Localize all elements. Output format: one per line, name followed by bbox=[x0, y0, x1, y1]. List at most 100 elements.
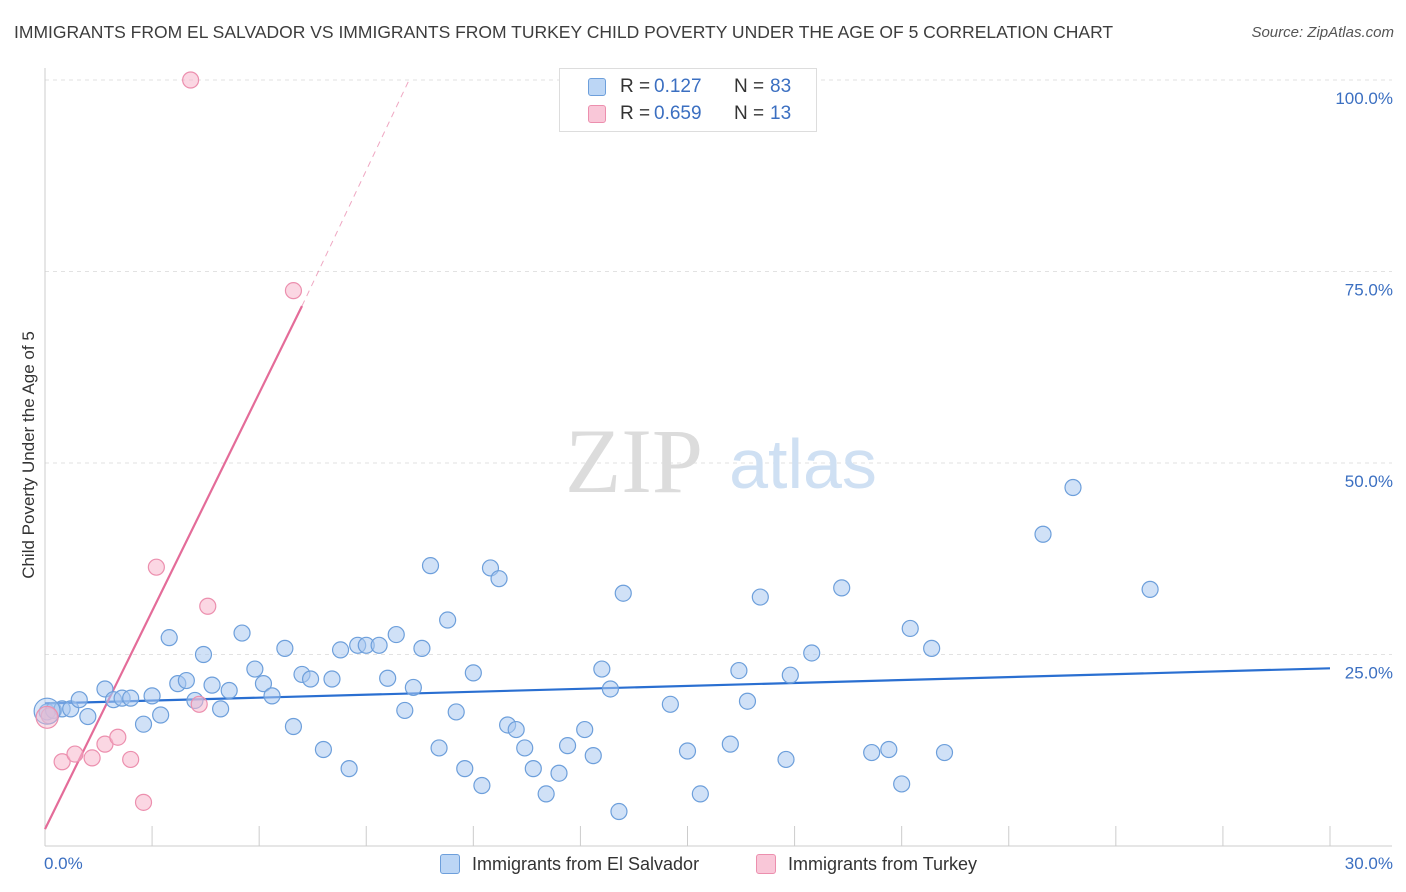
point-el-salvador bbox=[413, 639, 431, 657]
point-el-salvador bbox=[439, 611, 457, 629]
x-tick-label: 0.0% bbox=[44, 854, 83, 873]
legend-r-value: 0.127 bbox=[654, 76, 702, 97]
series-legend-turkey: Immigrants from Turkey bbox=[756, 852, 977, 876]
point-el-salvador bbox=[730, 661, 748, 680]
point-el-salvador bbox=[33, 697, 61, 725]
point-el-salvador bbox=[70, 691, 88, 709]
chart-title: IMMIGRANTS FROM EL SALVADOR VS IMMIGRANT… bbox=[14, 22, 1114, 42]
point-el-salvador bbox=[396, 701, 414, 720]
point-el-salvador bbox=[537, 785, 555, 803]
point-el-salvador bbox=[507, 720, 525, 739]
point-el-salvador bbox=[550, 764, 568, 782]
grid-lines bbox=[45, 79, 1392, 655]
point-el-salvador bbox=[558, 737, 577, 755]
point-el-salvador bbox=[404, 678, 422, 697]
point-el-salvador bbox=[584, 747, 602, 765]
correlation-legend: R = 0.127 N = 83 R = 0.659 N = 13 bbox=[559, 68, 817, 132]
point-el-salvador bbox=[863, 743, 881, 762]
point-el-salvador bbox=[490, 570, 508, 588]
point-el-salvador bbox=[79, 707, 97, 726]
point-el-salvador bbox=[122, 689, 140, 707]
point-el-salvador bbox=[893, 775, 911, 793]
series-legend-el-salvador: Immigrants from El Salvador bbox=[440, 852, 699, 876]
point-el-salvador bbox=[314, 740, 333, 759]
point-el-salvador bbox=[323, 670, 341, 688]
point-el-salvador bbox=[833, 579, 851, 597]
data-points bbox=[33, 71, 1159, 821]
point-el-salvador bbox=[263, 687, 281, 705]
legend-n-label: N = bbox=[734, 103, 765, 124]
y-tick-label: 75.0% bbox=[1345, 281, 1393, 300]
point-el-salvador bbox=[203, 676, 221, 694]
series-name-el-salvador: Immigrants from El Salvador bbox=[472, 853, 700, 874]
point-el-salvador bbox=[331, 641, 350, 659]
source-label: Source: ZipAtlas.com bbox=[1251, 24, 1394, 41]
point-el-salvador bbox=[379, 669, 397, 687]
point-el-salvador bbox=[901, 619, 919, 638]
point-el-salvador bbox=[923, 639, 941, 657]
point-el-salvador bbox=[421, 557, 440, 575]
point-el-salvador bbox=[524, 760, 542, 778]
y-axis-label: Child Poverty Under the Age of 5 bbox=[19, 331, 38, 579]
point-el-salvador bbox=[430, 739, 448, 757]
point-turkey bbox=[182, 71, 200, 89]
point-el-salvador bbox=[301, 670, 320, 688]
x-tick-label: 30.0% bbox=[1345, 854, 1393, 873]
point-el-salvador bbox=[661, 695, 679, 713]
point-el-salvador bbox=[464, 664, 482, 682]
trend-line-turkey bbox=[44, 305, 303, 830]
point-el-salvador bbox=[610, 802, 628, 821]
point-el-salvador bbox=[516, 739, 534, 757]
point-el-salvador bbox=[803, 644, 821, 662]
point-el-salvador bbox=[194, 645, 213, 664]
point-el-salvador bbox=[721, 735, 739, 753]
point-el-salvador bbox=[152, 706, 170, 724]
point-el-salvador bbox=[601, 680, 620, 698]
y-tick-label: 25.0% bbox=[1345, 664, 1393, 683]
legend-r-label: R = bbox=[620, 103, 651, 124]
point-el-salvador bbox=[1141, 580, 1159, 598]
point-turkey bbox=[199, 597, 217, 615]
trend-line-el-salvador bbox=[44, 667, 1331, 705]
legend-row-turkey: R = 0.659 N = 13 bbox=[560, 101, 791, 127]
point-turkey bbox=[66, 745, 84, 763]
point-turkey bbox=[122, 750, 140, 769]
point-el-salvador bbox=[1034, 525, 1052, 543]
point-el-salvador bbox=[370, 636, 388, 654]
trend-lines bbox=[44, 79, 1331, 830]
point-el-salvador bbox=[246, 660, 264, 678]
legend-r-value: 0.659 bbox=[654, 103, 702, 124]
legend-swatch-turkey bbox=[588, 105, 606, 123]
watermark-atlas: atlas bbox=[729, 425, 877, 503]
point-el-salvador bbox=[340, 760, 358, 778]
point-el-salvador bbox=[160, 629, 178, 647]
point-el-salvador bbox=[254, 675, 273, 693]
point-el-salvador bbox=[935, 743, 954, 762]
point-el-salvador bbox=[447, 703, 465, 721]
point-el-salvador bbox=[177, 671, 195, 690]
legend-n-value: 83 bbox=[770, 76, 792, 97]
point-el-salvador bbox=[781, 666, 799, 684]
point-turkey bbox=[35, 705, 59, 729]
point-turkey bbox=[284, 282, 303, 300]
point-el-salvador bbox=[456, 760, 474, 778]
y-tick-label: 100.0% bbox=[1335, 89, 1393, 108]
legend-row-el-salvador: R = 0.127 N = 83 bbox=[560, 74, 791, 100]
watermark: ZIP atlas bbox=[565, 410, 877, 512]
point-el-salvador bbox=[678, 742, 697, 760]
legend-r-label: R = bbox=[620, 76, 651, 97]
point-el-salvador bbox=[473, 776, 491, 795]
series-name-turkey: Immigrants from Turkey bbox=[788, 853, 978, 874]
series-swatch-turkey bbox=[756, 854, 776, 874]
point-el-salvador bbox=[284, 717, 303, 736]
point-el-salvador bbox=[614, 584, 632, 602]
point-el-salvador bbox=[387, 625, 405, 644]
point-el-salvador bbox=[751, 588, 769, 606]
point-turkey bbox=[53, 753, 71, 771]
point-el-salvador bbox=[233, 624, 251, 642]
point-turkey bbox=[147, 558, 165, 576]
watermark-zip: ZIP bbox=[565, 410, 703, 512]
axes bbox=[44, 68, 1392, 847]
point-el-salvador bbox=[1064, 478, 1082, 497]
